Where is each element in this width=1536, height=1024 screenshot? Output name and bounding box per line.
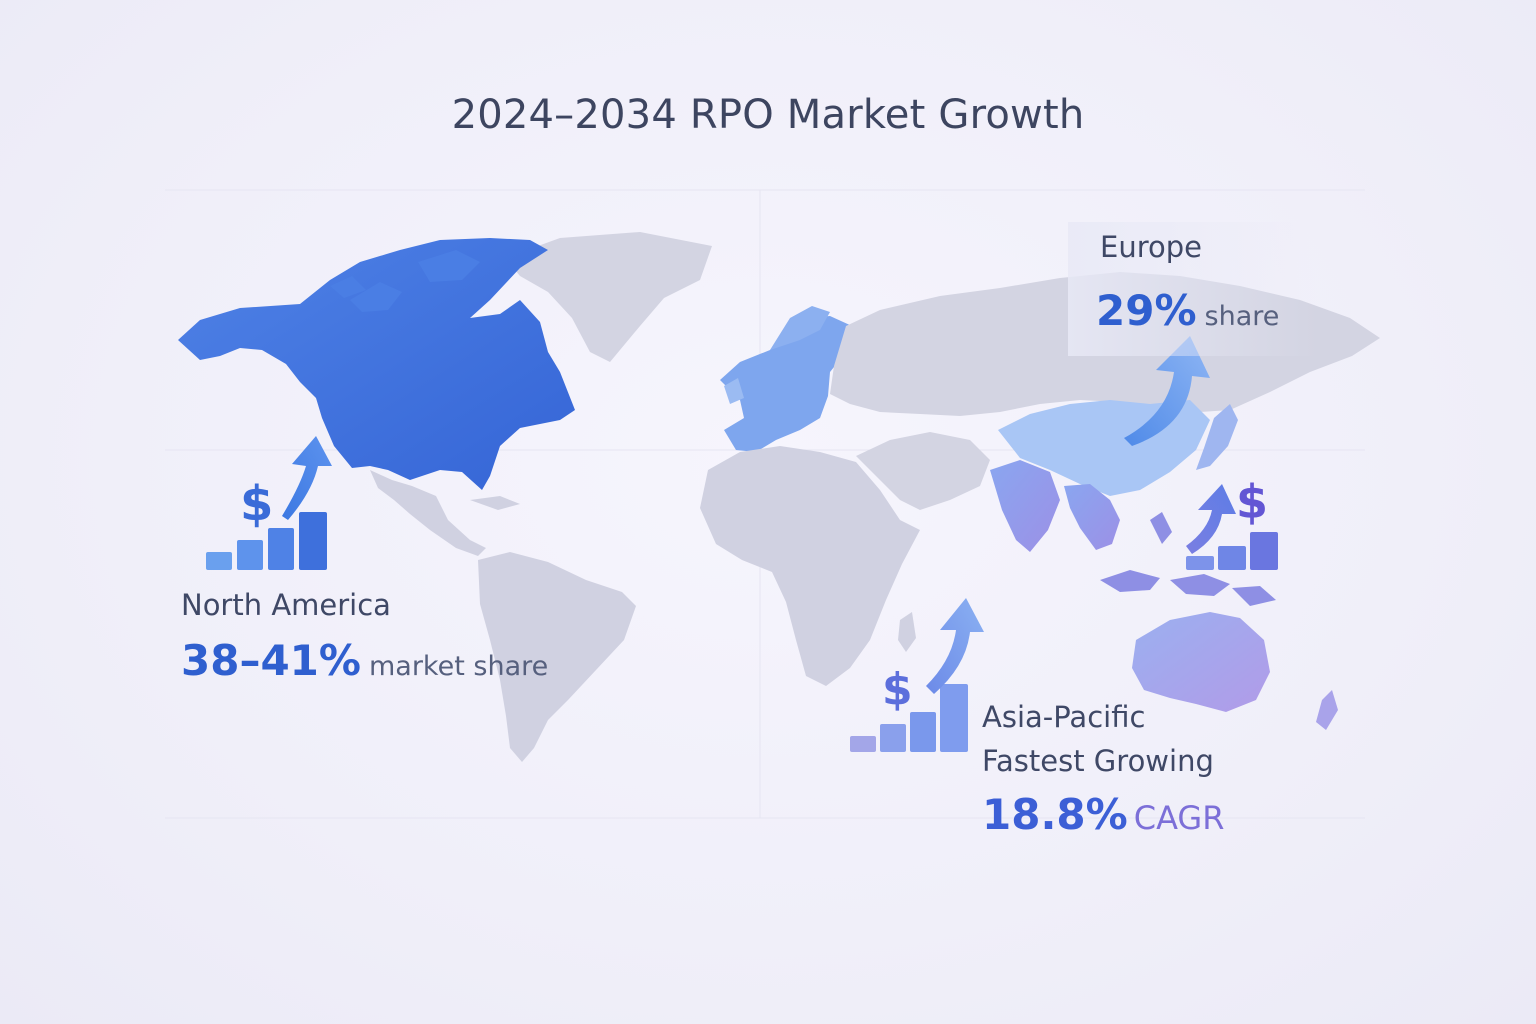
asia-pacific-growth-arrow [926, 598, 984, 694]
region-asia-pacific [990, 460, 1060, 552]
europe-stat: 29% share [1096, 286, 1279, 335]
east-asia-growth-arrow [1186, 484, 1236, 554]
north-america-unit: market share [368, 651, 549, 682]
central-america [370, 470, 486, 556]
region-europe [720, 316, 852, 452]
north-america-growth-icon: $ [206, 436, 332, 570]
europe-growth-arrow [1124, 336, 1210, 446]
region-north-america [178, 238, 575, 490]
europe-label-panel [1068, 222, 1318, 356]
north-america-value: 38–41% [181, 636, 361, 685]
east-asia-growth-icon: $ [1186, 475, 1278, 570]
north-america-name: North America [181, 588, 391, 622]
north-america-stat: 38–41% market share [181, 636, 548, 685]
page-title: 2024–2034 RPO Market Growth [451, 92, 1085, 138]
greenland [505, 232, 712, 362]
asia-pacific-dollar-icon: $ [882, 664, 913, 715]
africa [700, 446, 920, 686]
asia-pacific-growth-icon: $ [850, 598, 984, 752]
europe-name: Europe [1100, 230, 1202, 264]
europe-unit: share [1204, 301, 1280, 332]
europe-value: 29% [1096, 286, 1197, 335]
asia-pacific-unit: CAGR [1133, 799, 1225, 837]
east-asia-dollar-icon: $ [1236, 475, 1268, 529]
asia-pacific-name: Asia-Pacific [982, 700, 1146, 734]
south-america [478, 552, 636, 762]
north-america-growth-arrow [282, 436, 332, 520]
north-america-dollar-icon: $ [240, 476, 273, 532]
middle-east [856, 432, 990, 510]
australia [1132, 612, 1270, 712]
asia-pacific-stat: 18.8% CAGR [982, 790, 1224, 839]
asia-pacific-value: 18.8% [982, 790, 1128, 839]
asia-pacific-subtitle: Fastest Growing [982, 744, 1214, 778]
